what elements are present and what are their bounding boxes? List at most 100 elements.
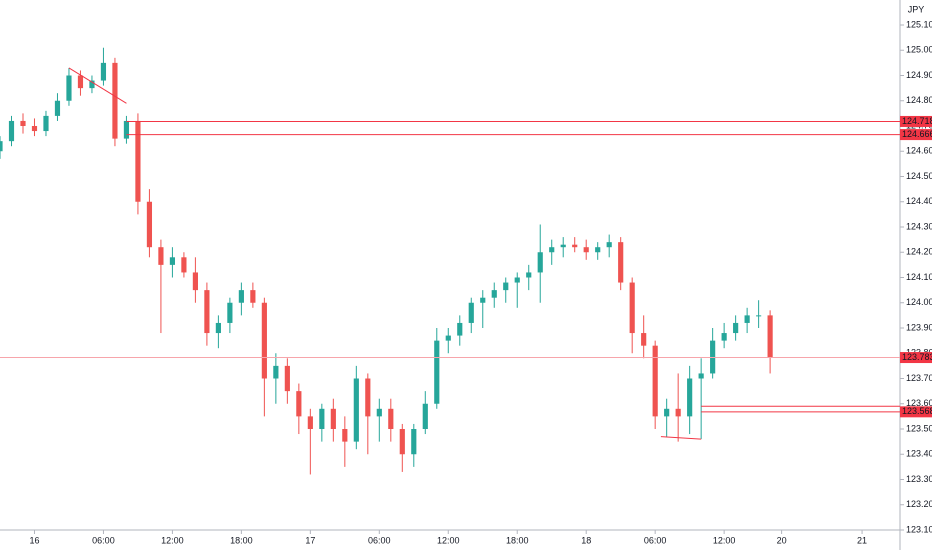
- y-tick-label: 123.100: [906, 524, 932, 534]
- price-tag-label: 123.783: [902, 352, 932, 362]
- x-tick-label: 18:00: [230, 535, 253, 545]
- y-tick-label: 124.500: [906, 171, 932, 181]
- x-tick-label: 16: [29, 535, 39, 545]
- candle-body: [411, 428, 417, 455]
- candle-body: [123, 120, 130, 139]
- candle-body: [158, 247, 164, 265]
- candle-body: [238, 290, 244, 303]
- x-tick-label: 18: [581, 535, 591, 545]
- x-tick-label: 12:00: [437, 535, 460, 545]
- candle-body: [549, 247, 555, 253]
- candle-body: [641, 333, 647, 346]
- y-tick-label: 123.600: [906, 398, 932, 408]
- candle-body: [399, 428, 405, 455]
- candle-body: [468, 302, 474, 323]
- y-tick-label: 124.800: [906, 95, 932, 105]
- price-tag-label: 124.666: [902, 129, 932, 139]
- candle-body: [491, 290, 497, 298]
- candle-body: [146, 201, 153, 248]
- candle-body: [342, 428, 348, 442]
- candle-body: [457, 322, 463, 336]
- candle-body: [618, 242, 624, 283]
- candle-body: [181, 257, 187, 273]
- candle-body: [767, 315, 773, 358]
- candle-body: [376, 408, 382, 417]
- candle-body: [43, 115, 49, 132]
- candle-body: [319, 408, 325, 429]
- x-tick-label: 17: [305, 535, 315, 545]
- candle-body: [284, 365, 290, 392]
- price-tag: [900, 129, 932, 141]
- candle-body: [353, 378, 359, 442]
- price-tag: [900, 406, 932, 418]
- currency-label: JPY: [908, 4, 925, 14]
- x-tick-label: 06:00: [368, 535, 391, 545]
- candle-body: [572, 244, 578, 248]
- y-tick-label: 124.000: [906, 297, 932, 307]
- x-tick-label: 06:00: [644, 535, 667, 545]
- x-tick-label: 20: [777, 535, 787, 545]
- x-tick-label: 06:00: [92, 535, 115, 545]
- candle-body: [66, 75, 72, 101]
- x-tick-label: 21: [857, 535, 867, 545]
- candle-body: [250, 290, 256, 303]
- candle-body: [526, 272, 532, 278]
- candle-body: [744, 315, 750, 323]
- y-tick-label: 123.400: [906, 449, 932, 459]
- candle-body: [710, 340, 716, 374]
- x-tick-label: 12:00: [713, 535, 736, 545]
- trendline: [660, 436, 702, 440]
- candle-body: [503, 282, 509, 291]
- y-tick-label: 124.900: [906, 70, 932, 80]
- candle-body: [307, 416, 313, 429]
- y-tick-label: 123.200: [906, 499, 932, 509]
- candle-body: [169, 257, 175, 265]
- candle-body: [629, 282, 635, 334]
- candle-body: [77, 75, 84, 89]
- candle-body: [687, 378, 693, 417]
- y-tick-label: 124.600: [906, 146, 932, 156]
- trendline: [68, 67, 127, 104]
- candle-body: [89, 80, 95, 89]
- candle-body: [480, 297, 486, 303]
- candle-body: [675, 408, 681, 417]
- candle-body: [8, 120, 15, 142]
- price-tag: [900, 352, 932, 364]
- candle-body: [192, 272, 198, 291]
- candle-body: [388, 408, 394, 429]
- candle-body: [422, 403, 428, 429]
- candle-body: [756, 315, 762, 317]
- candle-body: [112, 62, 118, 139]
- candle-body: [296, 391, 302, 417]
- price-tag-label: 123.568: [902, 406, 932, 416]
- candle-body: [537, 252, 543, 273]
- y-tick-label: 123.300: [906, 474, 932, 484]
- candle-body: [595, 247, 601, 253]
- candle-body: [652, 345, 658, 417]
- candle-body: [20, 120, 26, 126]
- y-tick-label: 125.100: [906, 19, 932, 29]
- candle-body: [330, 408, 336, 429]
- y-tick-label: 124.300: [906, 221, 932, 231]
- candle-body: [261, 302, 267, 379]
- candle-body: [0, 141, 3, 152]
- candle-body: [215, 322, 221, 334]
- candle-body: [721, 333, 727, 341]
- candle-body: [664, 408, 670, 417]
- candle-body: [445, 335, 451, 341]
- y-tick-label: 123.700: [906, 373, 932, 383]
- candle-body: [698, 373, 704, 379]
- candle-body: [273, 365, 279, 379]
- candle-body: [733, 322, 739, 334]
- price-tag-label: 124.718: [902, 116, 932, 126]
- x-tick-label: 18:00: [506, 535, 529, 545]
- candle-body: [54, 100, 61, 116]
- y-tick-label: 123.900: [906, 322, 932, 332]
- candle-body: [583, 247, 589, 253]
- candle-body: [100, 62, 107, 81]
- y-tick-label: 125.000: [906, 45, 932, 55]
- candle-body: [434, 340, 440, 404]
- candle-body: [560, 244, 566, 248]
